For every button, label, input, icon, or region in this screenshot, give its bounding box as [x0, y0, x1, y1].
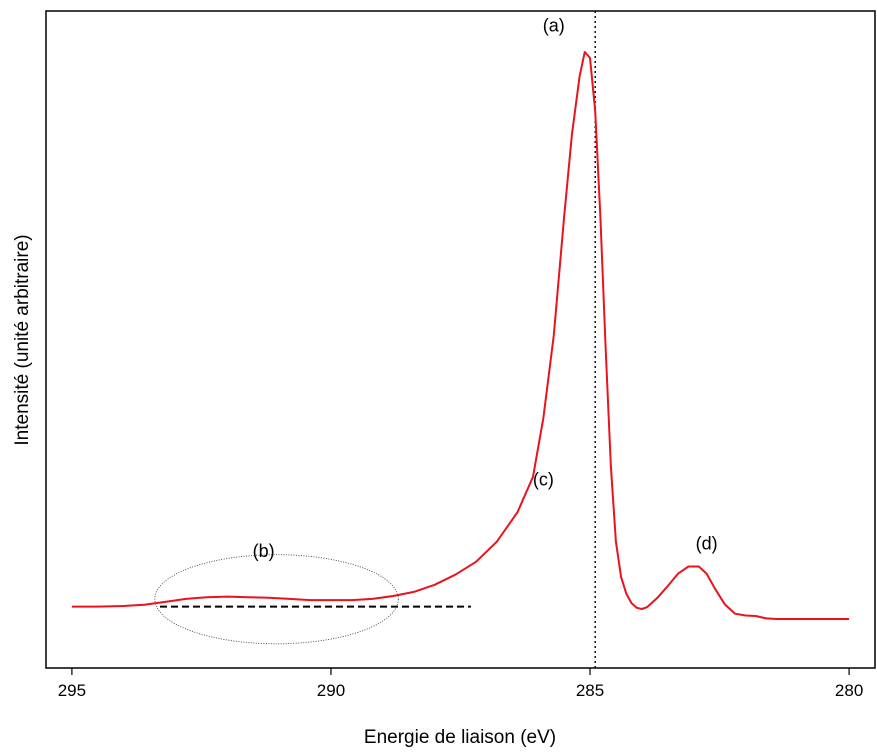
x-tick-label: 295 — [58, 681, 86, 700]
plot-frame — [45, 10, 876, 669]
peak-annotation: (b) — [253, 541, 275, 561]
peak-annotation: (d) — [696, 533, 718, 553]
region-b-ellipse — [154, 554, 399, 645]
x-tick-label: 285 — [576, 681, 604, 700]
y-axis-label: Intensité (unité arbitraire) — [12, 234, 33, 445]
peak-annotation: (c) — [533, 470, 554, 490]
x-tick-label: 290 — [317, 681, 345, 700]
x-axis-label: Energie de liaison (eV) — [364, 727, 556, 748]
peak-annotation: (a) — [543, 15, 565, 35]
x-tick-label: 280 — [835, 681, 863, 700]
spectrum-line — [71, 51, 850, 620]
